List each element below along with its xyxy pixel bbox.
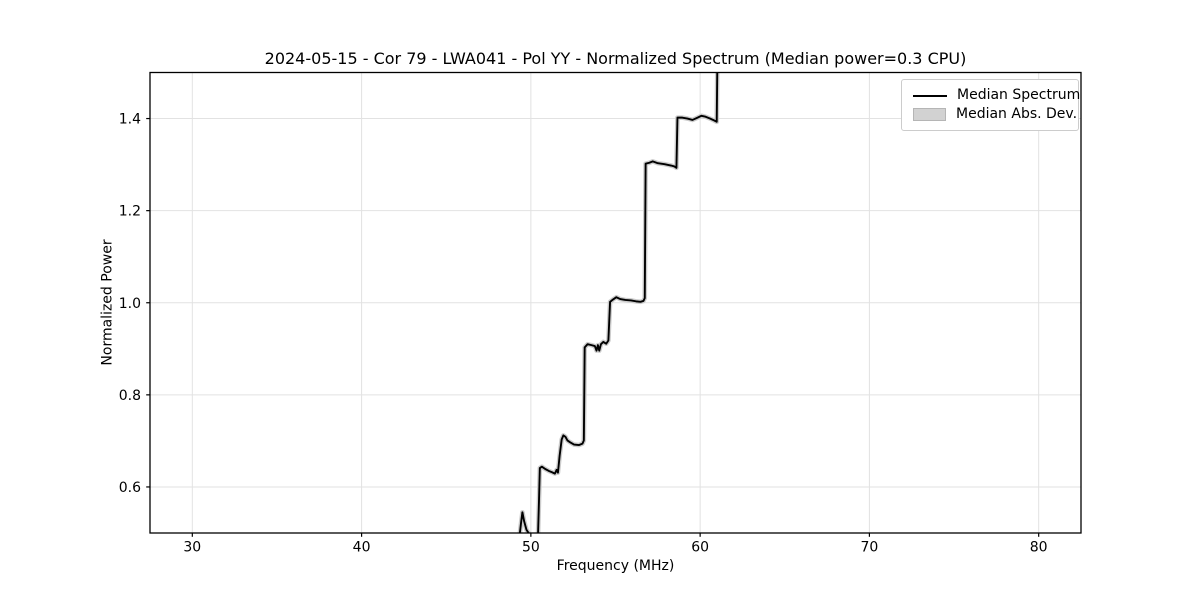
y-tick-label: 0.6 [119,480,141,496]
y-axis-label: Normalized Power [99,239,116,366]
legend-label-median-abs-dev: Median Abs. Dev. [956,106,1078,122]
x-axis-label: Frequency (MHz) [556,558,675,574]
legend-label-median-spectrum: Median Spectrum [957,87,1081,103]
legend-entry-median-spectrum: Median Spectrum [913,86,1080,105]
legend-entry-median-abs-dev: Median Abs. Dev. [913,105,1077,124]
line-swatch-icon [913,94,947,97]
chart-title: 2024-05-15 - Cor 79 - LWA041 - Pol YY - … [264,49,967,68]
patch-swatch-icon [913,108,946,121]
x-tick-label: 40 [353,540,371,556]
x-tick-label: 70 [860,540,878,556]
x-tick-label: 50 [522,540,540,556]
median-spectrum-line [518,72,719,533]
y-tick-label: 1.2 [119,204,141,220]
y-tick-label: 0.8 [119,388,141,404]
y-tick-label: 1.0 [119,296,141,312]
y-tick-label: 1.4 [119,112,141,128]
x-tick-label: 80 [1030,540,1048,556]
legend: Median Spectrum Median Abs. Dev. [901,79,1080,131]
x-tick-label: 30 [183,540,201,556]
x-tick-label: 60 [691,540,709,556]
